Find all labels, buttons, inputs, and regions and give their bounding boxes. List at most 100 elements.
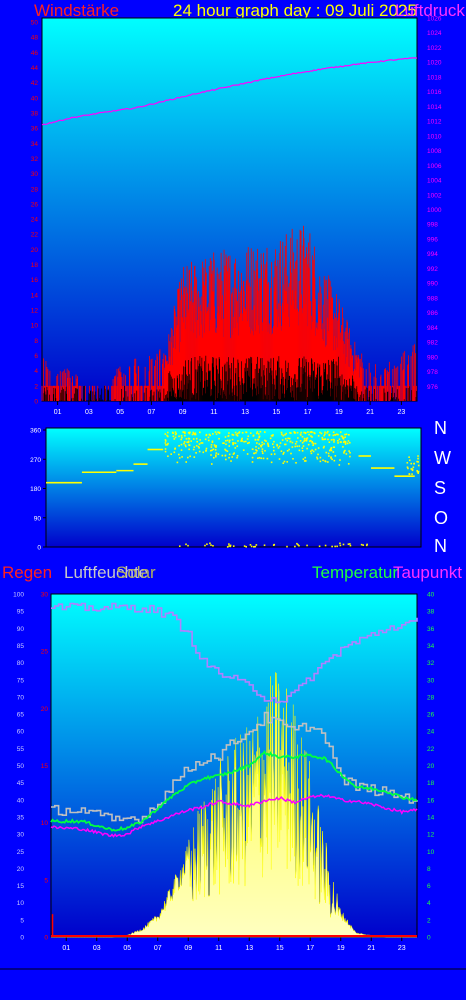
pressure-axis-label: 1006 xyxy=(427,163,442,170)
humidity-axis-label: 100 xyxy=(13,592,24,599)
direction-point xyxy=(340,441,342,443)
direction-point xyxy=(283,460,286,463)
direction-point xyxy=(417,464,420,467)
wind-axis-label: 8 xyxy=(34,338,38,345)
direction-point xyxy=(286,461,289,463)
direction-point xyxy=(184,444,187,446)
direction-point xyxy=(257,438,259,441)
direction-point xyxy=(321,438,324,441)
direction-point xyxy=(167,442,169,445)
direction-point xyxy=(185,543,187,546)
direction-point xyxy=(251,456,254,459)
direction-point xyxy=(333,459,336,462)
direction-point xyxy=(303,431,305,434)
direction-point xyxy=(165,444,167,446)
direction-point xyxy=(211,440,214,443)
direction-point xyxy=(218,432,221,435)
direction-point xyxy=(312,450,315,453)
direction-axis-label: 360 xyxy=(30,428,41,435)
direction-point xyxy=(333,446,336,449)
direction-point xyxy=(211,441,214,444)
direction-point xyxy=(232,453,235,455)
direction-point xyxy=(305,439,308,441)
direction-point xyxy=(225,443,227,446)
direction-point xyxy=(191,433,194,436)
rain-axis-label: 20 xyxy=(41,706,49,713)
direction-point xyxy=(181,436,183,439)
direction-point xyxy=(164,442,167,444)
wind-axis-label: 22 xyxy=(31,232,39,239)
direction-point xyxy=(317,435,320,437)
pressure-axis-label: 1018 xyxy=(427,74,442,81)
dewpoint-title: Taupunkt xyxy=(393,563,462,582)
pressure-axis-label: 1016 xyxy=(427,89,442,96)
humidity-axis-label: 80 xyxy=(17,660,25,667)
direction-point xyxy=(180,434,183,437)
direction-point xyxy=(258,456,261,459)
direction-point xyxy=(192,432,195,435)
direction-point xyxy=(413,462,415,465)
direction-point xyxy=(341,435,344,438)
direction-point xyxy=(251,461,254,463)
direction-point xyxy=(340,435,343,437)
direction-point xyxy=(290,452,292,455)
rain-axis-label: 25 xyxy=(41,649,49,656)
pressure-axis-label: 998 xyxy=(427,222,438,229)
direction-point xyxy=(178,457,181,459)
direction-point xyxy=(339,459,341,461)
direction-axis-label: 180 xyxy=(30,486,41,493)
direction-point xyxy=(174,436,177,439)
direction-point xyxy=(298,544,300,547)
direction-point xyxy=(294,545,296,548)
direction-point xyxy=(228,545,230,547)
rain-axis-label: 15 xyxy=(41,763,49,770)
direction-axis-label: 0 xyxy=(37,545,41,552)
direction-point xyxy=(307,443,310,446)
direction-point xyxy=(289,432,291,434)
direction-point xyxy=(215,455,217,458)
direction-point xyxy=(215,446,217,449)
direction-point xyxy=(349,543,351,545)
direction-point xyxy=(229,439,231,442)
direction-point xyxy=(312,442,315,445)
direction-point xyxy=(338,464,341,466)
wind-axis-label: 38 xyxy=(31,110,39,117)
pressure-axis-label: 1008 xyxy=(427,148,442,155)
direction-point xyxy=(301,441,304,444)
direction-point xyxy=(347,440,350,442)
compass-s: S xyxy=(434,478,447,498)
direction-point xyxy=(316,456,318,459)
wind-x-tick-label: 15 xyxy=(272,409,280,416)
direction-point xyxy=(234,431,237,434)
direction-point xyxy=(164,440,167,442)
wind-x-tick-label: 09 xyxy=(179,409,187,416)
direction-point xyxy=(193,446,196,448)
direction-point xyxy=(244,440,247,443)
rain-axis-label: 0 xyxy=(44,935,48,942)
direction-point xyxy=(231,433,234,436)
footer-divider xyxy=(0,968,466,970)
direction-point xyxy=(166,434,168,437)
direction-point xyxy=(214,445,216,448)
wind-x-tick-label: 19 xyxy=(335,409,343,416)
direction-point xyxy=(320,432,323,435)
direction-point xyxy=(281,439,284,441)
direction-point xyxy=(416,470,419,473)
direction-point xyxy=(325,451,328,454)
direction-point xyxy=(282,462,285,464)
humidity-axis-label: 95 xyxy=(17,609,25,616)
direction-point xyxy=(226,450,229,453)
direction-point xyxy=(226,546,229,548)
direction-point xyxy=(199,439,201,441)
temperature-axis-label: 16 xyxy=(427,797,435,804)
wind-axis-label: 6 xyxy=(34,353,38,360)
direction-point xyxy=(277,447,280,449)
wind-axis-label: 50 xyxy=(31,20,39,27)
main-title: 24 hour graph day : 09 Juli 2025 xyxy=(173,1,417,20)
direction-point xyxy=(170,453,172,455)
direction-point xyxy=(344,449,346,452)
direction-point xyxy=(217,453,220,455)
direction-point xyxy=(232,443,234,446)
direction-point xyxy=(267,442,269,445)
direction-point xyxy=(261,450,264,453)
